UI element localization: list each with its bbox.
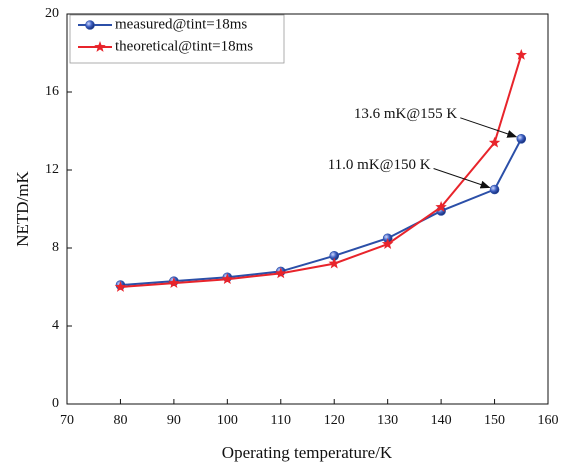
annotation-arrow [433,168,491,189]
x-tick-label: 90 [167,413,181,428]
data-point [515,48,527,60]
y-tick-label: 16 [45,84,59,99]
annotation-arrow [460,117,518,138]
x-tick-label: 70 [60,413,74,428]
data-point [275,267,287,279]
legend-marker [94,41,106,52]
legend-marker [85,20,95,30]
y-tick-label: 0 [52,396,59,411]
data-point [168,277,180,288]
y-tick-label: 20 [45,6,59,21]
x-tick-label: 120 [324,413,345,428]
legend-label: measured@tint=18ms [115,16,247,32]
y-tick-label: 4 [52,318,59,333]
x-tick-label: 100 [217,413,238,428]
series-line [120,138,523,287]
data-point [516,134,527,144]
x-tick-label: 110 [271,413,291,428]
x-tick-label: 160 [538,413,559,428]
data-point [328,257,340,269]
plot-frame [66,13,549,405]
x-tick-label: 140 [431,413,452,428]
data-point [488,136,501,148]
data-point [221,273,234,285]
annotation: 13.6 mK@155 K [354,106,458,122]
data-point [114,281,127,292]
y-tick-label: 8 [52,240,59,255]
data-point [435,201,447,212]
x-tick-label: 130 [377,413,398,428]
x-axis-title: Operating temperature/K [222,443,393,462]
legend-box [69,14,285,64]
data-point [489,184,500,195]
legend-label: theoretical@tint=18ms [115,38,253,54]
annotation: 11.0 mK@150 K [328,157,431,173]
x-tick-label: 80 [113,413,127,428]
data-point [381,238,394,249]
y-tick-label: 12 [45,162,59,177]
y-axis-title: NETD/mK [13,171,32,247]
x-tick-label: 150 [484,413,505,428]
series-line [120,54,523,288]
